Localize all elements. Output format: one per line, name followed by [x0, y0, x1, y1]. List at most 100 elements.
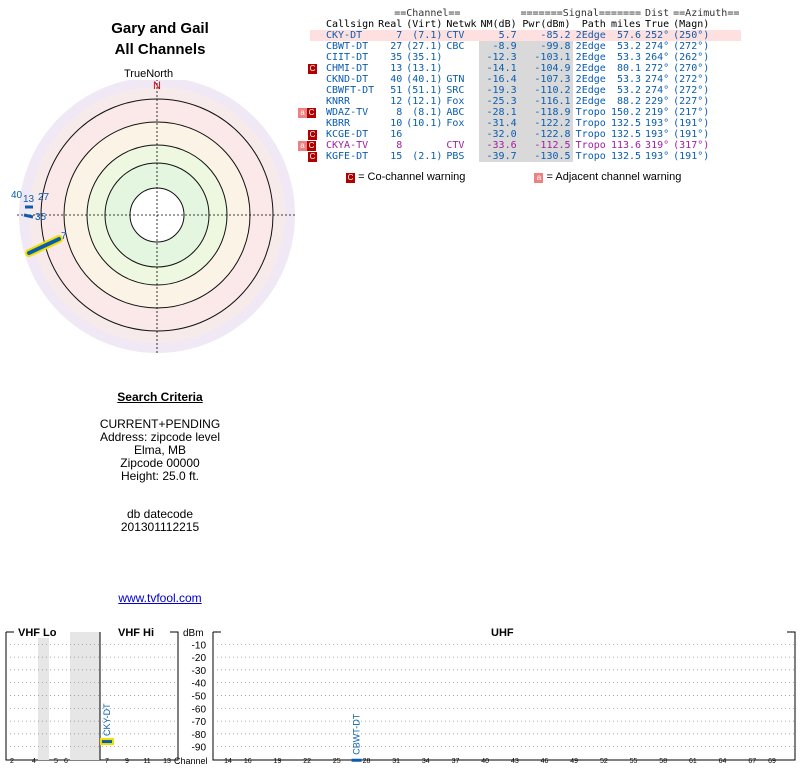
co-channel-warning-icon: C — [308, 130, 317, 140]
network-cell: Fox — [446, 118, 465, 129]
adjacent-channel-text: = Adjacent channel warning — [546, 171, 682, 183]
warning-legend: C = Co-channel warning a = Adjacent chan… — [346, 171, 681, 183]
channel-tick-label: 69 — [768, 758, 776, 765]
magnetic-azimuth-cell: (262°) — [673, 52, 710, 63]
real-channel-cell: 10 — [390, 118, 403, 129]
nm-cell: -32.0 — [478, 129, 519, 140]
channel-tick-label: 40 — [481, 758, 489, 765]
dbm-tick-label: -20 — [192, 653, 207, 664]
channel-tick-label: 13 — [163, 758, 171, 765]
dbm-tick-label: -50 — [192, 692, 207, 703]
adjacent-channel-warning-icon: a — [298, 141, 307, 151]
power-cell: -118.9 — [518, 107, 573, 118]
header-miles: miles — [610, 19, 642, 30]
tvfool-link[interactable]: www.tvfool.com — [118, 591, 202, 605]
channel-tick-label: 6 — [64, 758, 68, 765]
distance-cell: 132.5 — [610, 151, 642, 162]
radar-label-27: 27 — [38, 192, 50, 203]
radar-marker-7 — [27, 237, 61, 255]
signal-bar — [102, 740, 112, 744]
channel-tick-label: 34 — [422, 758, 430, 765]
magnetic-azimuth-cell: (227°) — [673, 96, 710, 107]
signal-bar-label: CKY-DT — [102, 703, 112, 736]
nm-cell: -19.3 — [478, 85, 519, 96]
network-cell: PBS — [446, 151, 465, 162]
distance-cell: 132.5 — [610, 118, 642, 129]
path-cell: Tropo — [575, 107, 606, 118]
channel-tick-label: 19 — [274, 758, 282, 765]
table-row: KBRR 10 (10.1) Fox -31.4 -122.2 Tropo 132.5 193°… — [310, 118, 741, 129]
path-cell: 2Edge — [575, 63, 606, 74]
true-azimuth-cell: 193° — [645, 129, 670, 140]
adjacent-channel-warning-icon: a — [298, 108, 307, 118]
power-cell: -103.1 — [518, 52, 573, 63]
network-cell — [444, 52, 478, 63]
channel-tick-label: 4 — [32, 758, 36, 765]
nm-cell: -16.4 — [478, 74, 519, 85]
header-pwr: Pwr(dBm) — [522, 19, 571, 30]
title-line-2: All Channels — [114, 41, 206, 58]
network-cell: CTV — [444, 30, 479, 41]
path-cell: Tropo — [575, 118, 606, 129]
magnetic-azimuth-cell: (317°) — [673, 140, 710, 151]
magnetic-azimuth-cell: (191°) — [673, 129, 710, 140]
real-channel-cell: 35 — [390, 52, 403, 63]
power-cell: -85.2 — [518, 30, 573, 41]
header-true: True — [645, 19, 670, 30]
channel-tick-label: 52 — [600, 758, 608, 765]
callsign-text: KGFE-DT — [326, 151, 369, 162]
callsign-cell: CBWT-DT — [310, 41, 376, 52]
path-cell: Tropo — [575, 129, 606, 140]
true-azimuth-cell: 274° — [645, 41, 670, 52]
virtual-channel-cell — [404, 140, 444, 151]
path-cell: 2Edge — [575, 85, 606, 96]
channel-tick-label: 43 — [511, 758, 519, 765]
real-channel-cell: 16 — [390, 129, 403, 140]
virtual-channel-cell: (27.1) — [406, 41, 443, 52]
channel-tick-label: 5 — [54, 758, 58, 765]
header-nm: NM(dB) — [480, 19, 517, 30]
power-cell: -122.2 — [518, 118, 573, 129]
north-marker: N — [153, 80, 161, 92]
path-cell: Tropo — [575, 151, 606, 162]
callsign-text: WDAZ-TV — [326, 107, 369, 118]
table-row: CIIT-DT 35 (35.1) -12.3 -103.1 2Edge 53.3 264°(… — [310, 52, 741, 63]
channel-tick-label: 28 — [363, 758, 371, 765]
distance-cell: 80.1 — [616, 63, 642, 74]
criteria-line: Address: zipcode level — [99, 430, 221, 444]
header-azimuth-group: ==Azimuth== — [673, 8, 740, 19]
channel-tick-label: 64 — [719, 758, 727, 765]
callsign-cell: a C CKYA-TV — [298, 140, 376, 151]
vhf-lo-gap — [38, 632, 49, 760]
distance-cell: 57.6 — [607, 30, 644, 41]
channel-tick-label: 31 — [392, 758, 400, 765]
power-cell: -99.8 — [518, 41, 573, 52]
virtual-channel-cell: (10.1) — [406, 118, 443, 129]
header-channel-group: ==Channel== — [394, 8, 461, 19]
magnetic-azimuth-cell: (191°) — [673, 151, 710, 162]
virtual-channel-cell: (7.1) — [404, 30, 445, 41]
path-cell: 2Edge — [575, 52, 606, 63]
search-criteria: Search Criteria CURRENT+PENDING Address:… — [60, 391, 260, 534]
power-cell: -104.9 — [518, 63, 573, 74]
search-criteria-heading: Search Criteria — [117, 390, 203, 404]
callsign-cell: CKND-DT — [310, 74, 376, 85]
callsign-cell: C CHMI-DT — [308, 63, 376, 74]
header-dist-group: Dist — [645, 8, 670, 19]
nm-cell: -8.9 — [478, 41, 519, 52]
distance-cell: 53.3 — [616, 74, 642, 85]
callsign-cell: C KCGE-DT — [308, 129, 376, 140]
co-channel-warning-icon: C — [308, 64, 317, 74]
channel-tick-label: 2 — [10, 758, 14, 765]
station-table: ==Channel== =======Signal======= Dist ==… — [298, 8, 742, 162]
network-cell: GTN — [446, 74, 465, 85]
network-cell: CTV — [446, 140, 465, 151]
channel-tick-label: 61 — [689, 758, 697, 765]
table-row: C KCGE-DT 16 -32.0 -122.8 Tropo 132.5 193° (191°… — [308, 129, 741, 140]
table-row: CKND-DT 40 (40.1) GTN -16.4 -107.3 2Edge 53.3 27… — [310, 74, 741, 85]
virtual-channel-cell: (12.1) — [406, 96, 443, 107]
channel-tick-label: 55 — [630, 758, 638, 765]
virtual-channel-cell: (13.1) — [406, 63, 443, 74]
header-virt: (Virt) — [406, 19, 443, 30]
criteria-line: CURRENT+PENDING — [99, 417, 221, 431]
